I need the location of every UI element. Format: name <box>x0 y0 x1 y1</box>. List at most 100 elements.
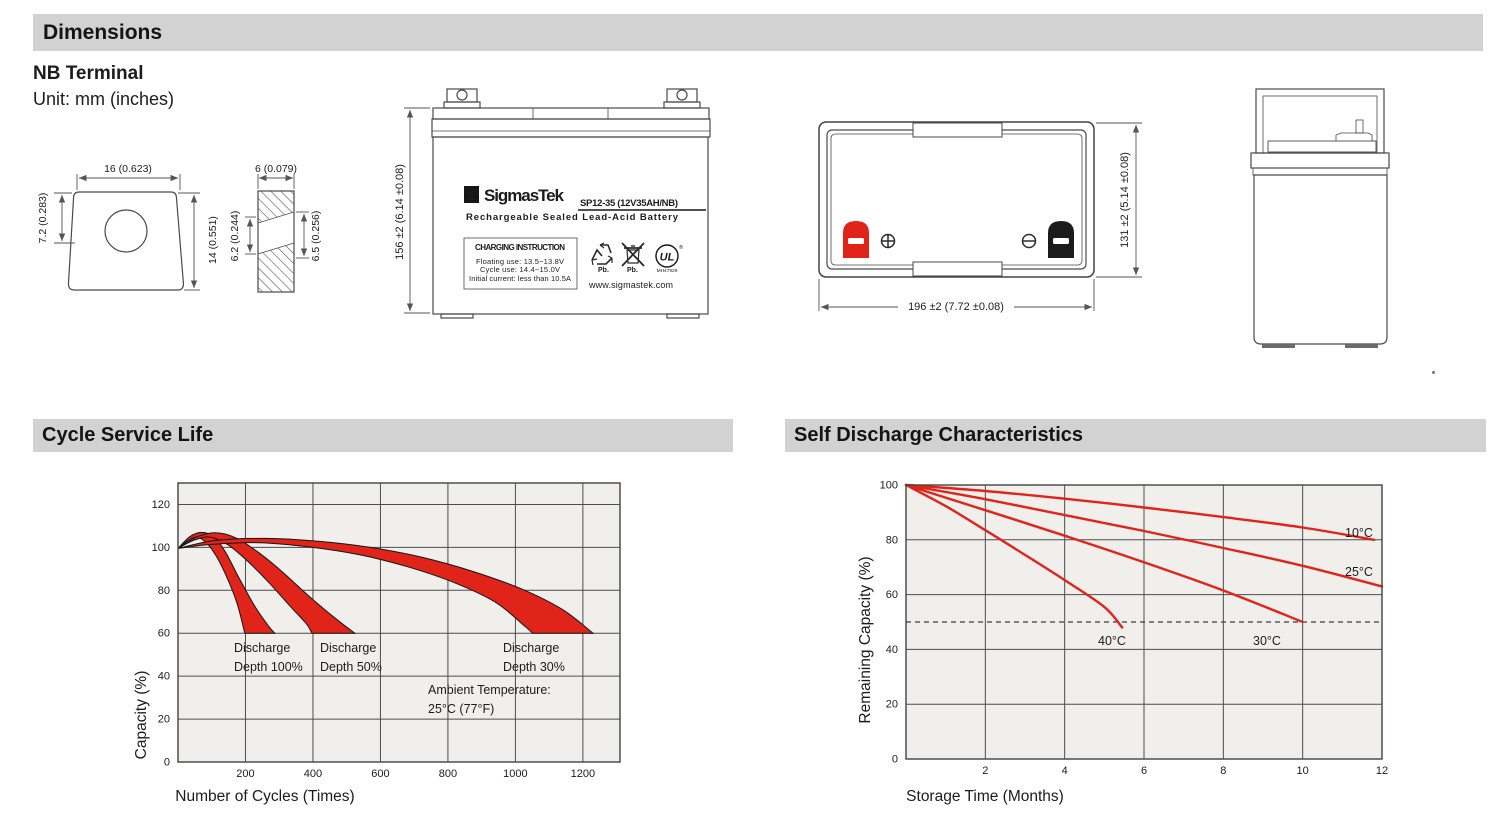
y-tick-label: 60 <box>158 628 170 640</box>
black-terminal-slot <box>1053 238 1069 244</box>
top-notch <box>912 122 1003 138</box>
hatch-upper <box>257 190 295 224</box>
x-tick-label: 200 <box>236 768 254 780</box>
dim-7-2: 7.2 (0.283) <box>37 193 49 244</box>
y-tick-label: 20 <box>158 714 170 726</box>
terminal-post-left-hole <box>456 89 468 101</box>
annotation-depth50-line2: Depth 50% <box>320 660 382 674</box>
battery-front-view: Σ SigmasTek SP12-35 (12V35AH/NB) Recharg… <box>394 88 711 319</box>
selfdischarge-xlabel: Storage Time (Months) <box>906 788 1064 805</box>
annotation-depth100-line2: Depth 100% <box>234 660 303 674</box>
side-plate <box>1267 140 1377 153</box>
hatch-lower <box>257 242 295 293</box>
dim-6-5: 6.5 (0.256) <box>310 211 322 262</box>
label-25c: 25°C <box>1345 565 1373 579</box>
crossed-bin-icon <box>621 242 645 267</box>
ul-letters: UL <box>660 252 675 264</box>
x-tick-label: 4 <box>1062 765 1068 777</box>
pb-label-1: Pb. <box>598 267 609 274</box>
y-tick-label: 120 <box>152 499 170 511</box>
dim-16: 16 (0.623) <box>104 163 152 175</box>
dim-14: 14 (0.551) <box>207 216 219 264</box>
annotation-depth30-line2: Depth 30% <box>503 660 565 674</box>
terminal-post-left-base <box>443 101 481 109</box>
terminal-post-right-base <box>663 101 701 109</box>
x-tick-label: 600 <box>371 768 389 780</box>
discharge-band <box>177 537 595 634</box>
dim-156: 156 ±2 (6.14 ±0.08) <box>394 164 406 260</box>
annotation-ambient-line2: 25°C (77°F) <box>428 702 494 716</box>
dim-196: 196 ±2 (7.72 ±0.08) <box>908 301 1004 313</box>
y-tick-label: 80 <box>158 585 170 597</box>
side-terminal-pin <box>1355 119 1364 134</box>
plot-generated-layer: 2 4 6 8 10 12 0 20 40 60 80 100 <box>880 480 1388 778</box>
x-tick-label: 10 <box>1297 765 1309 777</box>
temperature-curve <box>904 483 1384 588</box>
model-text: SP12-35 (12V35AH/NB) <box>580 198 678 209</box>
section-header-dimensions: Dimensions <box>33 14 1483 51</box>
dim-6: 6 (0.079) <box>255 163 297 175</box>
plot-frame <box>177 482 621 763</box>
side-seam <box>1252 167 1388 176</box>
x-tick-label: 400 <box>304 768 322 780</box>
ul-registered: ® <box>679 244 683 251</box>
y-tick-label: 20 <box>886 699 898 711</box>
x-tick-label: 12 <box>1376 765 1388 777</box>
cycle-service-life-chart: 200 400 600 800 1000 1200 0 20 40 60 80 100 120 Disc… <box>133 482 621 805</box>
y-tick-label: 0 <box>164 757 170 769</box>
label-10c: 10°C <box>1345 526 1373 540</box>
sigma-glyph: Σ <box>467 187 475 203</box>
label-40c: 40°C <box>1098 634 1126 648</box>
section-title: Dimensions <box>43 20 163 44</box>
y-tick-label: 80 <box>886 534 898 546</box>
sigma-logo <box>464 186 479 203</box>
y-tick-label: 100 <box>880 480 898 492</box>
y-tick-label: 100 <box>152 542 170 554</box>
side-terminal-step <box>1335 132 1373 141</box>
section-header-cycle: Cycle Service Life <box>33 419 733 452</box>
annotation-depth100-line1: Discharge <box>234 641 290 655</box>
x-tick-label: 8 <box>1220 765 1226 777</box>
cycle-title: Cycle Service Life <box>42 424 214 446</box>
recycle-icon <box>591 242 613 266</box>
side-body <box>1253 174 1388 345</box>
terminal-post-right-hole <box>676 89 688 101</box>
annotation-ambient-line1: Ambient Temperature: <box>428 683 551 697</box>
unit-note: Unit: mm (inches) <box>33 89 175 109</box>
x-tick-label: 2 <box>982 765 988 777</box>
y-tick-label: 60 <box>886 589 898 601</box>
plot-frame <box>905 484 1383 760</box>
x-tick-label: 1200 <box>571 768 595 780</box>
charge-title: CHARGING INSTRUCTION <box>475 243 565 252</box>
side-foot-left <box>1262 344 1295 348</box>
terminal-front-outline <box>67 191 185 291</box>
selfdischarge-ylabel: Remaining Capacity (%) <box>857 556 874 723</box>
stray-dot <box>1432 371 1435 374</box>
dim-6-2: 6.2 (0.244) <box>229 211 241 262</box>
y-tick-label: 0 <box>892 754 898 766</box>
cycle-ylabel: Capacity (%) <box>133 671 150 760</box>
terminal-detail-drawing: 16 (0.623) 7.2 (0.283) 14 (0.551) 6 (0.0… <box>37 163 322 293</box>
ul-mark-icon: UL ® <box>655 244 683 268</box>
side-foot-right <box>1345 344 1378 348</box>
x-tick-label: 1000 <box>503 768 527 780</box>
minus-symbol <box>1021 233 1037 249</box>
temperature-curve <box>904 483 1376 541</box>
dim-131: 131 ±2 (5.14 ±0.08) <box>1119 152 1131 248</box>
cycle-plot: 200 400 600 800 1000 1200 0 20 40 60 80 100 120 Disc… <box>152 482 621 780</box>
lid-band-2 <box>431 118 711 138</box>
self-discharge-chart: 2 4 6 8 10 12 0 20 40 60 80 100 10°C 25°C 30°C 40°C… <box>857 480 1388 806</box>
temperature-curve <box>904 483 1124 629</box>
pb-label-2: Pb. <box>627 267 638 274</box>
annotation-depth50-line1: Discharge <box>320 641 376 655</box>
cycle-xlabel: Number of Cycles (Times) <box>175 788 354 805</box>
battery-top-view: 131 ±2 (5.14 ±0.08) 196 ±2 (7.72 ±0.08) <box>818 121 1142 313</box>
red-terminal-slot <box>848 238 864 244</box>
bottom-notch <box>912 261 1003 277</box>
temperature-curve <box>904 483 1304 624</box>
plot-generated-layer: 200 400 600 800 1000 1200 0 20 40 60 80 100 120 <box>152 482 621 780</box>
foot-left <box>440 313 474 319</box>
charge-line2: Cycle use: 14.4~15.0V <box>480 265 560 274</box>
section-header-selfdischarge: Self Discharge Characteristics <box>785 419 1486 452</box>
x-tick-label: 800 <box>439 768 457 780</box>
